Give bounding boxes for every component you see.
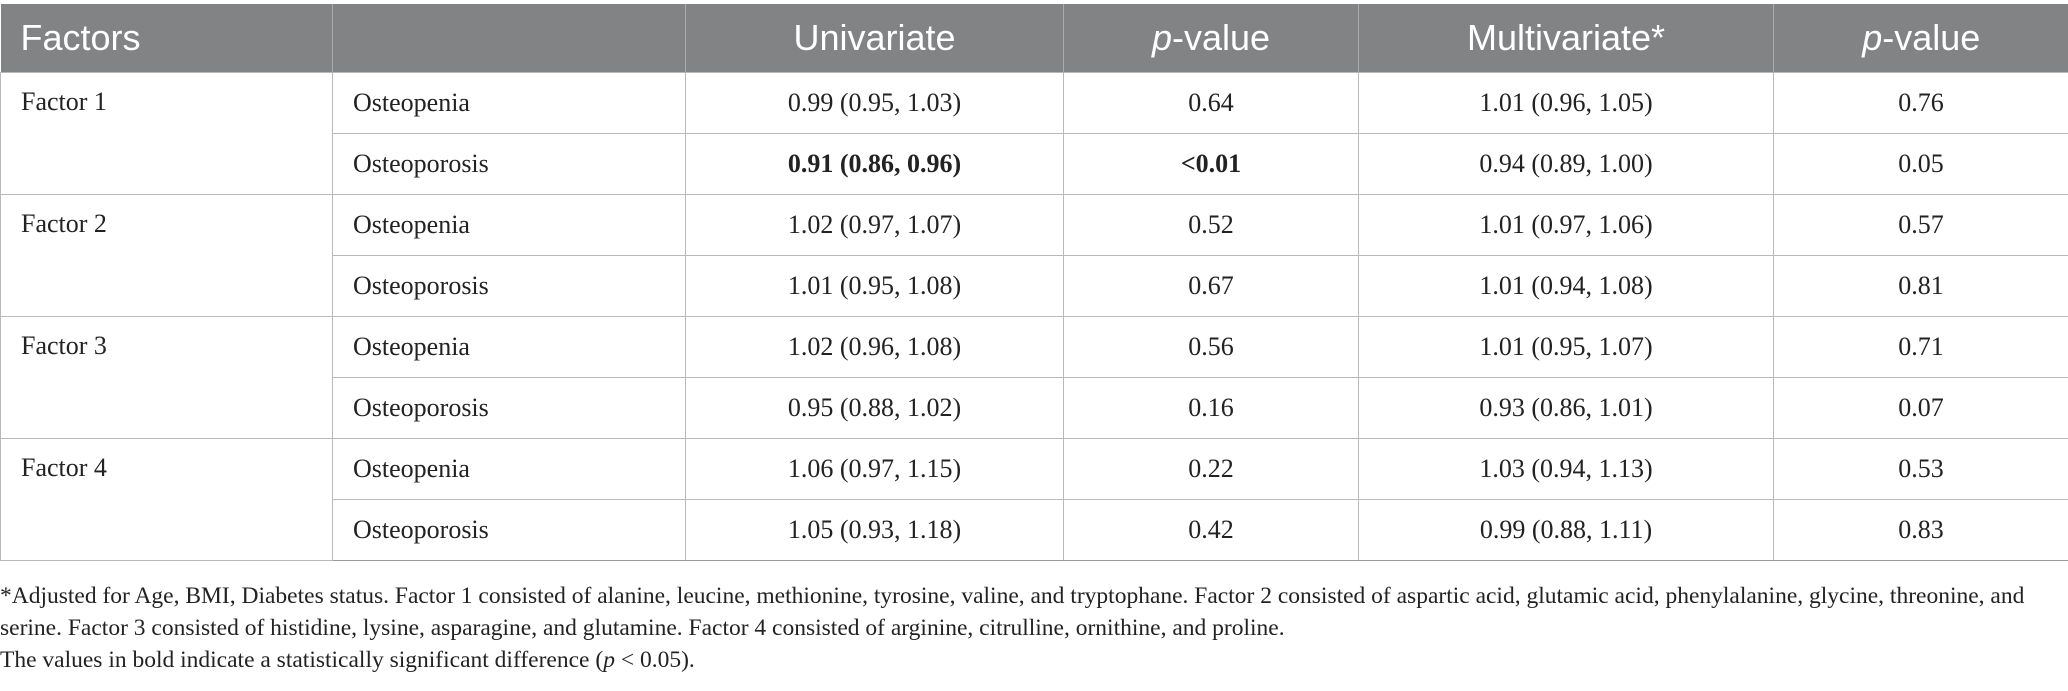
header-p-italic: p (1151, 17, 1172, 58)
table-row: Factor 2 Osteopenia 1.02 (0.97, 1.07) 0.… (0, 194, 2068, 317)
p-value-cell: 0.07 (1773, 377, 2068, 439)
univariate-cell: 1.05 (0.93, 1.18) (685, 499, 1064, 561)
header-factors: Factors (0, 4, 333, 73)
table-row: Osteoporosis 1.01 (0.95, 1.08) 0.67 1.01… (1, 255, 2068, 317)
p-value-cell: 0.83 (1773, 499, 2068, 561)
p-value-cell: 0.16 (1063, 377, 1359, 439)
footnote-p-italic: p (603, 647, 615, 673)
status-cell: Osteoporosis (332, 255, 686, 317)
header-row: Factors Univariate p-value Multivariate*… (0, 4, 2068, 73)
p-value-cell-significant: <0.01 (1063, 133, 1359, 195)
p-value-cell: 0.71 (1773, 316, 2068, 378)
header-group (332, 4, 686, 73)
footnote-bold-prefix: The values in bold indicate a statistica… (0, 647, 604, 673)
table-row: Factor 3 Osteopenia 1.02 (0.96, 1.08) 0.… (0, 316, 2068, 439)
header-p-italic: p (1862, 17, 1883, 58)
multivariate-cell: 1.01 (0.97, 1.06) (1358, 194, 1774, 256)
header-p-value-multivariate: p-value (1773, 4, 2068, 73)
multivariate-cell: 1.03 (0.94, 1.13) (1358, 438, 1774, 500)
header-p-value-univariate: p-value (1063, 4, 1359, 73)
p-value-cell: 0.56 (1063, 316, 1359, 378)
p-value-cell: 0.81 (1773, 255, 2068, 317)
table-row: Osteoporosis 1.05 (0.93, 1.18) 0.42 0.99… (1, 499, 2068, 561)
multivariate-cell: 0.99 (0.88, 1.11) (1358, 499, 1774, 561)
status-cell: Osteopenia (332, 316, 686, 378)
footnote-bold-note: The values in bold indicate a statistica… (0, 644, 2060, 676)
p-value-cell: 0.76 (1773, 72, 2068, 134)
univariate-cell: 0.99 (0.95, 1.03) (685, 72, 1064, 134)
p-value-cell: 0.05 (1773, 133, 2068, 195)
status-cell: Osteopenia (332, 72, 686, 134)
footnote-adjusted: *Adjusted for Age, BMI, Diabetes status.… (0, 583, 2025, 641)
factor-label: Factor 3 (0, 316, 333, 439)
status-cell: Osteoporosis (332, 133, 686, 195)
results-table-container: Factors Univariate p-value Multivariate*… (0, 4, 2068, 561)
header-univariate: Univariate (685, 4, 1064, 73)
univariate-cell: 1.01 (0.95, 1.08) (685, 255, 1064, 317)
multivariate-cell: 1.01 (0.96, 1.05) (1358, 72, 1774, 134)
multivariate-cell: 0.93 (0.86, 1.01) (1358, 377, 1774, 439)
status-cell: Osteoporosis (332, 377, 686, 439)
multivariate-cell: 1.01 (0.95, 1.07) (1358, 316, 1774, 378)
p-value-cell: 0.42 (1063, 499, 1359, 561)
status-cell: Osteopenia (332, 194, 686, 256)
p-value-cell: 0.53 (1773, 438, 2068, 500)
univariate-cell: 1.02 (0.97, 1.07) (685, 194, 1064, 256)
header-p-suffix: -value (1171, 17, 1271, 58)
p-value-cell: 0.52 (1063, 194, 1359, 256)
p-value-cell: 0.64 (1063, 72, 1359, 134)
p-value-cell: 0.22 (1063, 438, 1359, 500)
table-footnote: *Adjusted for Age, BMI, Diabetes status.… (0, 580, 2060, 676)
multivariate-cell: 1.01 (0.94, 1.08) (1358, 255, 1774, 317)
table-row: Factor 4 Osteopenia 1.06 (0.97, 1.15) 0.… (0, 438, 2068, 561)
status-cell: Osteoporosis (332, 499, 686, 561)
multivariate-cell: 0.94 (0.89, 1.00) (1358, 133, 1774, 195)
p-value-cell: 0.67 (1063, 255, 1359, 317)
univariate-cell: 1.06 (0.97, 1.15) (685, 438, 1064, 500)
univariate-cell: 0.95 (0.88, 1.02) (685, 377, 1064, 439)
table-row: Osteoporosis 0.95 (0.88, 1.02) 0.16 0.93… (1, 377, 2068, 439)
p-value-cell: 0.57 (1773, 194, 2068, 256)
factor-label: Factor 4 (0, 438, 333, 561)
factor-label: Factor 2 (0, 194, 333, 317)
univariate-cell-significant: 0.91 (0.86, 0.96) (685, 133, 1064, 195)
status-cell: Osteopenia (332, 438, 686, 500)
header-p-suffix: -value (1882, 17, 1981, 58)
header-multivariate: Multivariate* (1358, 4, 1774, 73)
univariate-cell: 1.02 (0.96, 1.08) (685, 316, 1064, 378)
factor-label: Factor 1 (0, 72, 333, 195)
footnote-bold-suffix: < 0.05). (614, 647, 695, 673)
results-table: Factors Univariate p-value Multivariate*… (0, 4, 2068, 561)
table-row: Factor 1 Osteopenia 0.99 (0.95, 1.03) 0.… (0, 72, 2068, 195)
